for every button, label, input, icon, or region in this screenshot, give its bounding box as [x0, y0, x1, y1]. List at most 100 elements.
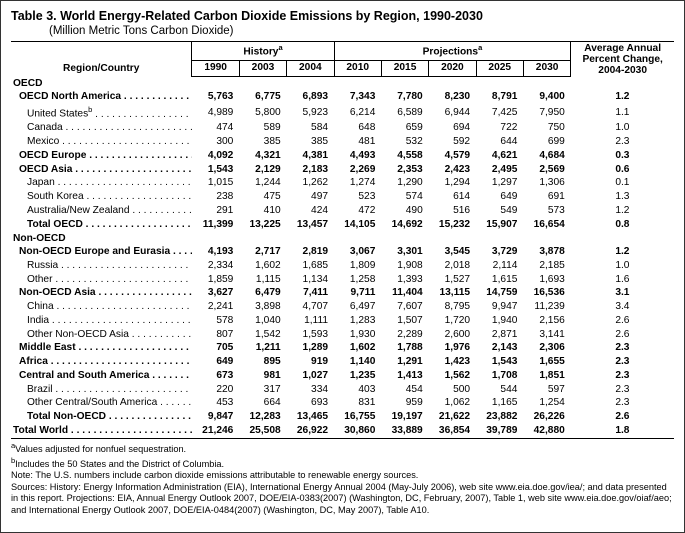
table-subtitle: (Million Metric Tons Carbon Dioxide): [49, 25, 674, 37]
region-label: Total Non-OECD: [11, 411, 192, 425]
cell-y2010: 6,214: [334, 105, 381, 122]
cell-y2020: 3,545: [429, 246, 476, 260]
cell-y2025: 544: [476, 383, 523, 397]
cell-y2030: 16,536: [523, 287, 570, 301]
cell-y1990: 807: [192, 328, 239, 342]
cell-y2010: 1,274: [334, 177, 381, 191]
col-2010: 2010: [334, 61, 381, 77]
cell-pct: 1.2: [571, 91, 674, 105]
cell-y2015: 1,908: [381, 259, 428, 273]
cell-y2004: 6,893: [287, 91, 334, 105]
region-label: Japan: [11, 177, 192, 191]
cell-y2010: 481: [334, 136, 381, 150]
col-projections: Projectionsa: [334, 42, 571, 61]
region-label: China: [11, 301, 192, 315]
region-label: Total OECD: [11, 218, 192, 232]
cell-y2010: 4,493: [334, 149, 381, 163]
cell-y2003: 1,211: [239, 342, 286, 356]
cell-y2020: 21,622: [429, 411, 476, 425]
cell-y2010: 30,860: [334, 424, 381, 438]
cell-y2003: 664: [239, 397, 286, 411]
cell-y1990: 11,399: [192, 218, 239, 232]
cell-y2025: 1,940: [476, 314, 523, 328]
cell-y2030: 597: [523, 383, 570, 397]
cell-y1990: 453: [192, 397, 239, 411]
cell-y2004: 1,593: [287, 328, 334, 342]
cell-y1990: 220: [192, 383, 239, 397]
col-region: Region/Country: [11, 42, 192, 77]
cell-pct: 2.6: [571, 328, 674, 342]
cell-y2025: 9,947: [476, 301, 523, 315]
cell-y2020: 516: [429, 204, 476, 218]
cell-y2015: 6,589: [381, 105, 428, 122]
cell-y2010: 1,140: [334, 356, 381, 370]
section-header: OECD: [11, 77, 674, 91]
cell-y2030: 1,306: [523, 177, 570, 191]
region-label: OECD North America: [11, 91, 192, 105]
cell-y2003: 1,602: [239, 259, 286, 273]
cell-y2025: 8,791: [476, 91, 523, 105]
col-1990: 1990: [192, 61, 239, 77]
cell-y2004: 1,134: [287, 273, 334, 287]
cell-y1990: 2,334: [192, 259, 239, 273]
cell-y2003: 410: [239, 204, 286, 218]
cell-y2015: 7,780: [381, 91, 428, 105]
cell-y2004: 334: [287, 383, 334, 397]
cell-y2003: 981: [239, 369, 286, 383]
cell-y2030: 7,950: [523, 105, 570, 122]
cell-y2015: 33,889: [381, 424, 428, 438]
region-label: Canada: [11, 122, 192, 136]
cell-pct: 0.1: [571, 177, 674, 191]
region-label: Other Non-OECD Asia: [11, 328, 192, 342]
cell-y2010: 1,930: [334, 328, 381, 342]
cell-pct: 1.6: [571, 273, 674, 287]
cell-y2015: 574: [381, 191, 428, 205]
cell-y2030: 26,226: [523, 411, 570, 425]
cell-y2003: 1,040: [239, 314, 286, 328]
cell-y2020: 1,294: [429, 177, 476, 191]
cell-y2004: 693: [287, 397, 334, 411]
cell-y2003: 3,898: [239, 301, 286, 315]
cell-y2003: 2,129: [239, 163, 286, 177]
cell-y2030: 1,655: [523, 356, 570, 370]
cell-y2030: 9,400: [523, 91, 570, 105]
region-label: Other: [11, 273, 192, 287]
cell-y2015: 2,289: [381, 328, 428, 342]
cell-y2003: 2,717: [239, 246, 286, 260]
cell-y2020: 694: [429, 122, 476, 136]
region-label: OECD Asia: [11, 163, 192, 177]
cell-y1990: 5,763: [192, 91, 239, 105]
cell-y2004: 385: [287, 136, 334, 150]
cell-y2004: 4,381: [287, 149, 334, 163]
cell-y2025: 1,708: [476, 369, 523, 383]
cell-y1990: 1,859: [192, 273, 239, 287]
cell-y1990: 2,241: [192, 301, 239, 315]
region-label: Central and South America: [11, 369, 192, 383]
cell-y2015: 1,788: [381, 342, 428, 356]
cell-y2003: 1,542: [239, 328, 286, 342]
region-label: United Statesb: [11, 105, 192, 122]
cell-y2025: 722: [476, 122, 523, 136]
cell-y2004: 26,922: [287, 424, 334, 438]
cell-y2025: 2,143: [476, 342, 523, 356]
footnotes: aValues adjusted for nonfuel sequestrati…: [11, 441, 674, 516]
region-label: Mexico: [11, 136, 192, 150]
cell-y2010: 9,711: [334, 287, 381, 301]
cell-pct: 1.2: [571, 204, 674, 218]
cell-y2010: 6,497: [334, 301, 381, 315]
cell-y2030: 3,141: [523, 328, 570, 342]
cell-y2025: 2,114: [476, 259, 523, 273]
cell-y2025: 14,759: [476, 287, 523, 301]
cell-y2030: 1,693: [523, 273, 570, 287]
cell-y2025: 23,882: [476, 411, 523, 425]
cell-pct: 0.8: [571, 218, 674, 232]
cell-y2003: 5,800: [239, 105, 286, 122]
cell-y2025: 1,165: [476, 397, 523, 411]
cell-y2030: 42,880: [523, 424, 570, 438]
cell-pct: 1.0: [571, 122, 674, 136]
cell-y2020: 592: [429, 136, 476, 150]
cell-y1990: 4,193: [192, 246, 239, 260]
cell-y2020: 1,720: [429, 314, 476, 328]
cell-pct: 2.3: [571, 369, 674, 383]
cell-y2003: 475: [239, 191, 286, 205]
